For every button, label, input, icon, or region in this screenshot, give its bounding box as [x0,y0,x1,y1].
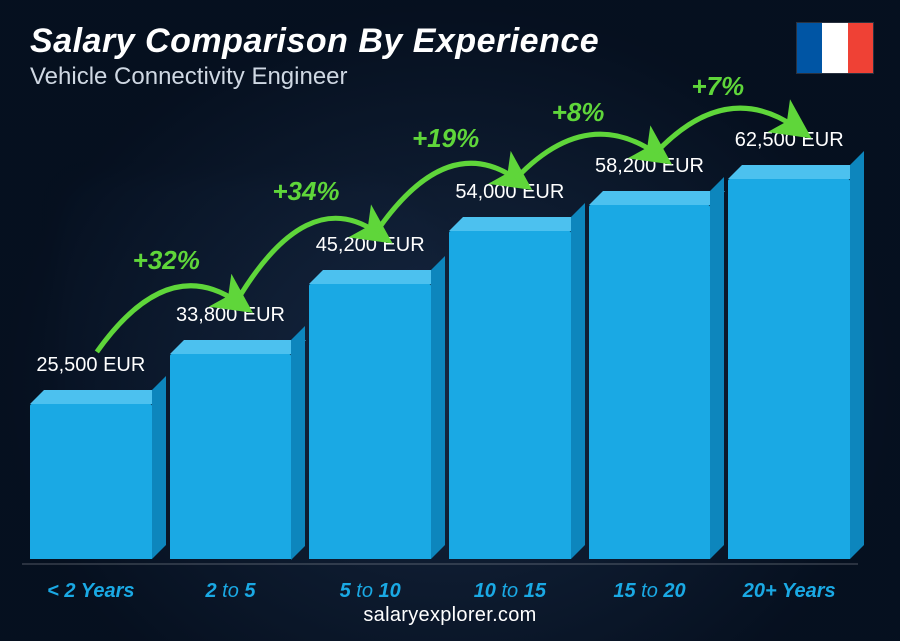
bar-group: 62,500 EUR20+ Years [728,179,850,559]
bar: 58,200 EUR [589,205,711,559]
increase-label: +34% [272,176,339,207]
bar: 54,000 EUR [449,231,571,559]
increase-label: +19% [412,123,479,154]
flag-icon [796,22,874,74]
increase-label: +32% [133,245,200,276]
bar-category-label: 20+ Years [704,580,874,603]
bar-value-label: 54,000 EUR [425,181,595,204]
bar: 33,800 EUR [170,354,292,560]
increase-label: +7% [691,71,744,102]
chart-title: Salary Comparison By Experience [30,22,870,61]
bar-group: 45,200 EUR5 to 10 [309,284,431,559]
bar-group: 58,200 EUR15 to 20 [589,205,711,559]
bar: 62,500 EUR [728,179,850,559]
bar-value-label: 62,500 EUR [704,129,874,152]
increase-label: +8% [552,97,605,128]
bar-group: 54,000 EUR10 to 15 [449,231,571,559]
bar-value-label: 58,200 EUR [564,155,734,178]
bar-chart: 25,500 EUR< 2 Years33,800 EUR2 to 545,20… [30,119,850,559]
bar-value-label: 45,200 EUR [285,234,455,257]
bar-value-label: 33,800 EUR [145,304,315,327]
bar-value-label: 25,500 EUR [6,354,176,377]
bar-group: 33,800 EUR2 to 5 [170,354,292,560]
chart-baseline [22,563,858,565]
footer-attribution: salaryexplorer.com [0,604,900,627]
bar-group: 25,500 EUR< 2 Years [30,404,152,559]
bar: 45,200 EUR [309,284,431,559]
bar: 25,500 EUR [30,404,152,559]
